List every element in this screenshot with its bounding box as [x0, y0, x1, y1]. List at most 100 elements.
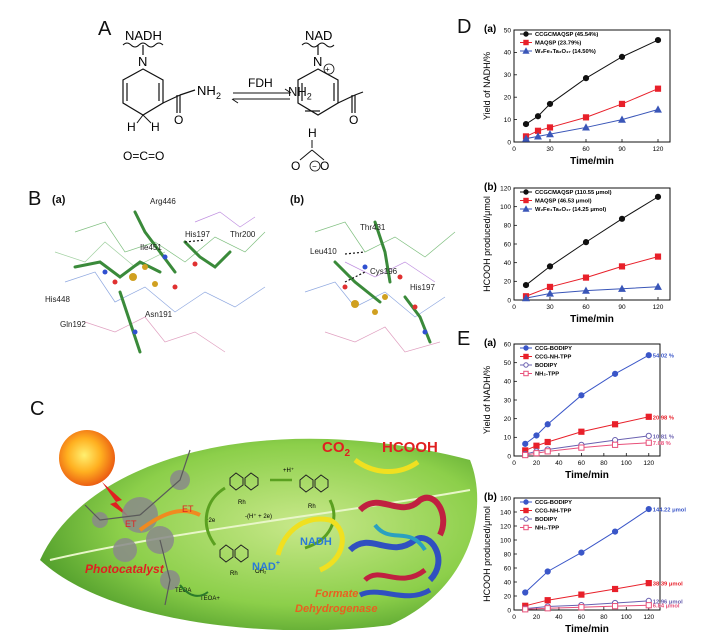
- x-tick-label: 100: [621, 614, 632, 621]
- y-tick-label: 160: [500, 495, 511, 502]
- legend-marker: [523, 39, 529, 46]
- end-value-label: 20.98 %: [653, 415, 674, 421]
- o-amide-left: O: [174, 113, 183, 127]
- data-point: [582, 114, 590, 121]
- end-value-label: 144.22 μmol: [653, 508, 687, 514]
- x-tick-label: 20: [533, 614, 541, 621]
- residue-cys196: Cys196: [370, 267, 398, 276]
- y-tick-label: 100: [500, 537, 511, 544]
- data-point: [645, 580, 652, 587]
- y-tick-label: 40: [504, 579, 512, 586]
- y-tick-label: 10: [504, 117, 512, 124]
- y-tick-label: 20: [504, 416, 512, 423]
- y-tick-label: 60: [504, 241, 512, 248]
- y-tick-label: 50: [504, 27, 512, 34]
- series-line: [525, 435, 649, 455]
- residue-leu410: Leu410: [310, 247, 337, 256]
- nadh-cycle-arrow: [275, 516, 345, 573]
- end-value-label: 6.84 μmol: [653, 604, 680, 610]
- data-point: [544, 605, 551, 612]
- data-point: [654, 282, 662, 290]
- residue-asn191: Asn191: [145, 310, 173, 319]
- plus-h-label: +H⁺: [283, 467, 294, 474]
- y-tick-label: 80: [504, 551, 512, 558]
- x-tick-label: 60: [578, 460, 586, 467]
- data-point: [578, 604, 585, 611]
- legend-label: CCGCMAQSP (110.55 μmol): [535, 190, 612, 196]
- x-tick-label: 40: [555, 460, 563, 467]
- data-point: [611, 603, 619, 610]
- residue-gln192: Gln192: [60, 320, 86, 329]
- h-left-1: H: [127, 120, 136, 134]
- formate-h: H: [308, 126, 317, 140]
- x-tick-label: 0: [512, 614, 516, 621]
- series-0: [522, 193, 662, 289]
- chart-d-b: (b) 0 30 60 90 120 0 20 40 60 80 100 120 Time/min HCOO…: [482, 182, 671, 325]
- legend-label: W₂Fe₄Ta₂O₁₇ (14.25 μmol): [535, 207, 606, 213]
- legend-label: CCG-BODIPY: [535, 346, 572, 352]
- y-tick-label: 40: [504, 260, 512, 267]
- end-value-label: 10.81 %: [653, 434, 674, 440]
- x-axis-label: Time/min: [570, 156, 614, 167]
- chart-sublabel: (b): [484, 492, 497, 503]
- x-tick-label: 0: [512, 460, 516, 467]
- y-axis-label: Yield of NADH/%: [482, 52, 492, 120]
- chart-sublabel: (a): [484, 24, 496, 35]
- legend-marker: [523, 345, 529, 351]
- panel-b-structures: Arg446 Ile451 His197 Thr200 His448 Gln19…: [45, 197, 456, 354]
- x-tick-label: 30: [546, 304, 554, 311]
- legend-marker: [523, 362, 529, 368]
- nadh-label-c: NADH: [300, 536, 332, 548]
- panel-e-letter: E: [457, 328, 471, 350]
- y-axis-label: HCOOH produced/μmol: [482, 196, 492, 292]
- x-axis-label: Time/min: [570, 314, 614, 325]
- light-arrow-icon: [102, 482, 130, 518]
- co2-to-hcooh-arrow: [353, 457, 420, 474]
- data-point: [582, 239, 590, 246]
- y-tick-label: 60: [504, 565, 512, 572]
- x-tick-label: 30: [546, 146, 554, 153]
- x-tick-label: 0: [512, 146, 516, 153]
- chart-e-b: (b) 0 20 40 60 80 100 120 0 20 40 60 80 100 120 140 160 T…: [482, 492, 687, 635]
- legend-label: BODIPY: [535, 363, 557, 369]
- end-value-label: 38.39 μmol: [653, 582, 683, 588]
- data-point: [578, 428, 585, 435]
- y-tick-label: 0: [507, 453, 511, 460]
- rh-label-1: Rh: [238, 500, 246, 506]
- rh-label-3: Rh: [308, 504, 316, 510]
- nad-label-c: NAD+: [252, 560, 280, 573]
- x-tick-label: 120: [643, 614, 654, 621]
- x-tick-label: 120: [643, 460, 654, 467]
- rh-label-2: Rh: [230, 571, 238, 577]
- y-tick-label: 40: [504, 50, 512, 57]
- y-tick-label: 30: [504, 72, 512, 79]
- legend-label: CCG-NH-TPP: [535, 355, 572, 361]
- data-point: [578, 549, 585, 556]
- data-point: [618, 284, 626, 292]
- leaf-shape: [40, 438, 478, 630]
- legend-label: NH₂-TPP: [535, 526, 559, 532]
- legend-marker: [522, 205, 530, 212]
- data-point: [578, 591, 585, 598]
- legend-label: MAQSP (46.53 μmol): [535, 199, 592, 205]
- data-point: [645, 432, 652, 439]
- legend-marker: [523, 499, 529, 505]
- data-point: [546, 130, 554, 138]
- data-point: [533, 442, 540, 449]
- chart-e-a: (a) 0 20 40 60 80 100 120 0 10 20 30 40 50 60 Time/min Y…: [482, 338, 674, 481]
- data-point: [534, 132, 542, 140]
- data-point: [522, 589, 529, 596]
- legend-label: NH₂-TPP: [535, 372, 559, 378]
- hcooh-label: HCOOH: [382, 439, 438, 456]
- data-point: [533, 432, 540, 439]
- legend-marker: [523, 507, 529, 514]
- co2-formula: O=C=O: [123, 149, 164, 163]
- legend-marker: [523, 370, 529, 377]
- data-point: [611, 528, 619, 535]
- y-axis-label: HCOOH produced/μmol: [482, 506, 492, 602]
- residue-ile451: Ile451: [140, 243, 162, 252]
- series-0: [522, 36, 662, 128]
- formate-minus: −: [312, 162, 317, 171]
- series-1: [522, 413, 652, 454]
- data-point: [546, 100, 554, 108]
